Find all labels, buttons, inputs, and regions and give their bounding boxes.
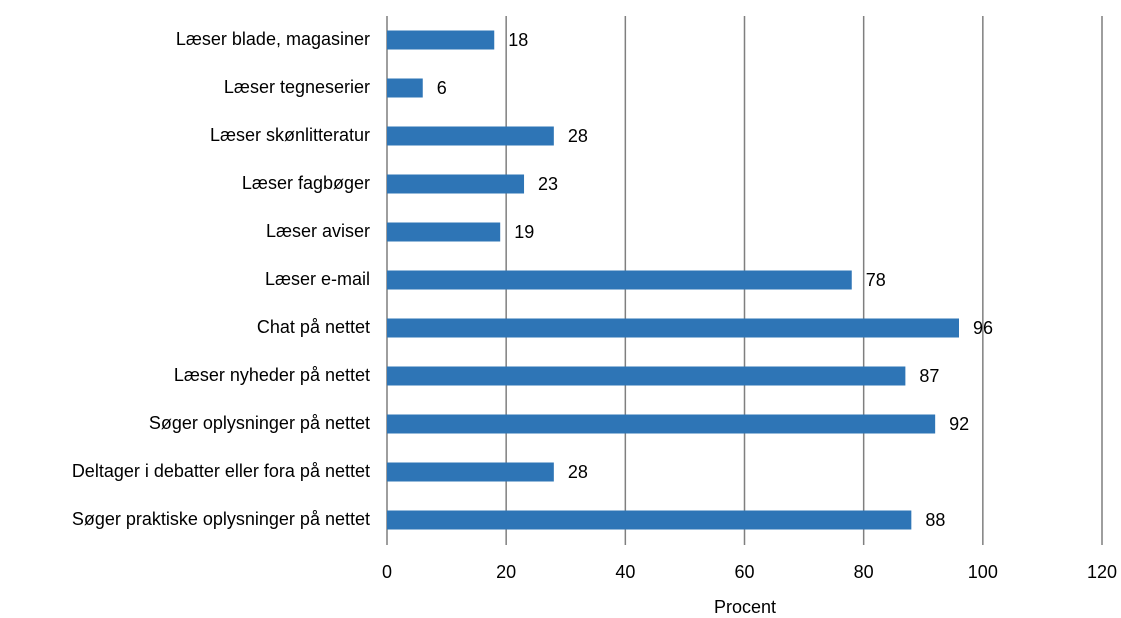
data-label: 18 xyxy=(508,30,528,50)
data-label: 88 xyxy=(925,510,945,530)
y-tick-label: Læser fagbøger xyxy=(242,173,370,193)
data-label: 96 xyxy=(973,318,993,338)
bar xyxy=(387,126,554,146)
data-label: 23 xyxy=(538,174,558,194)
y-tick-label: Læser nyheder på nettet xyxy=(174,365,370,385)
x-tick-label: 0 xyxy=(382,562,392,582)
data-label: 28 xyxy=(568,462,588,482)
data-label: 87 xyxy=(919,366,939,386)
data-label: 78 xyxy=(866,270,886,290)
bar xyxy=(387,78,423,98)
data-label: 28 xyxy=(568,126,588,146)
x-tick-label: 120 xyxy=(1087,562,1117,582)
bar xyxy=(387,366,906,386)
bar xyxy=(387,30,495,50)
x-axis-label: Procent xyxy=(714,597,776,617)
x-tick-label: 80 xyxy=(854,562,874,582)
bar xyxy=(387,174,525,194)
bar xyxy=(387,510,912,530)
y-tick-label: Læser blade, magasiner xyxy=(176,29,370,49)
x-tick-label: 20 xyxy=(496,562,516,582)
x-tick-label: 60 xyxy=(734,562,754,582)
x-tick-label: 40 xyxy=(615,562,635,582)
y-tick-label: Chat på nettet xyxy=(257,317,370,337)
y-tick-label: Læser aviser xyxy=(266,221,370,241)
bar xyxy=(387,318,959,338)
y-tick-label: Søger oplysninger på nettet xyxy=(149,413,370,433)
y-tick-label: Læser skønlitteratur xyxy=(210,125,370,145)
y-tick-label: Deltager i debatter eller fora på nettet xyxy=(72,461,370,481)
bar xyxy=(387,222,501,242)
y-tick-label: Læser tegneserier xyxy=(224,77,370,97)
y-tick-label: Søger praktiske oplysninger på nettet xyxy=(72,509,370,529)
bar xyxy=(387,414,936,434)
data-label: 92 xyxy=(949,414,969,434)
bar xyxy=(387,270,852,290)
data-label: 6 xyxy=(437,78,447,98)
data-label: 19 xyxy=(514,222,534,242)
y-tick-label: Læser e-mail xyxy=(265,269,370,289)
bar xyxy=(387,462,554,482)
x-tick-label: 100 xyxy=(968,562,998,582)
